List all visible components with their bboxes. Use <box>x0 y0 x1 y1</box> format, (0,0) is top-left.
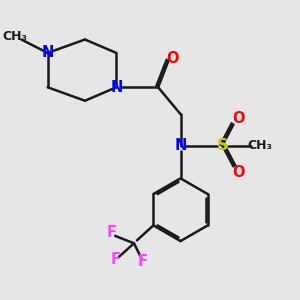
Text: CH₃: CH₃ <box>247 139 272 152</box>
Text: S: S <box>217 138 228 153</box>
Text: F: F <box>138 254 148 269</box>
Text: N: N <box>174 138 187 153</box>
Text: O: O <box>166 51 178 66</box>
Text: N: N <box>110 80 122 95</box>
Text: F: F <box>111 252 121 267</box>
Text: N: N <box>41 45 54 60</box>
Text: CH₃: CH₃ <box>2 30 27 43</box>
Text: O: O <box>232 111 245 126</box>
Text: F: F <box>106 225 117 240</box>
Text: O: O <box>232 165 245 180</box>
